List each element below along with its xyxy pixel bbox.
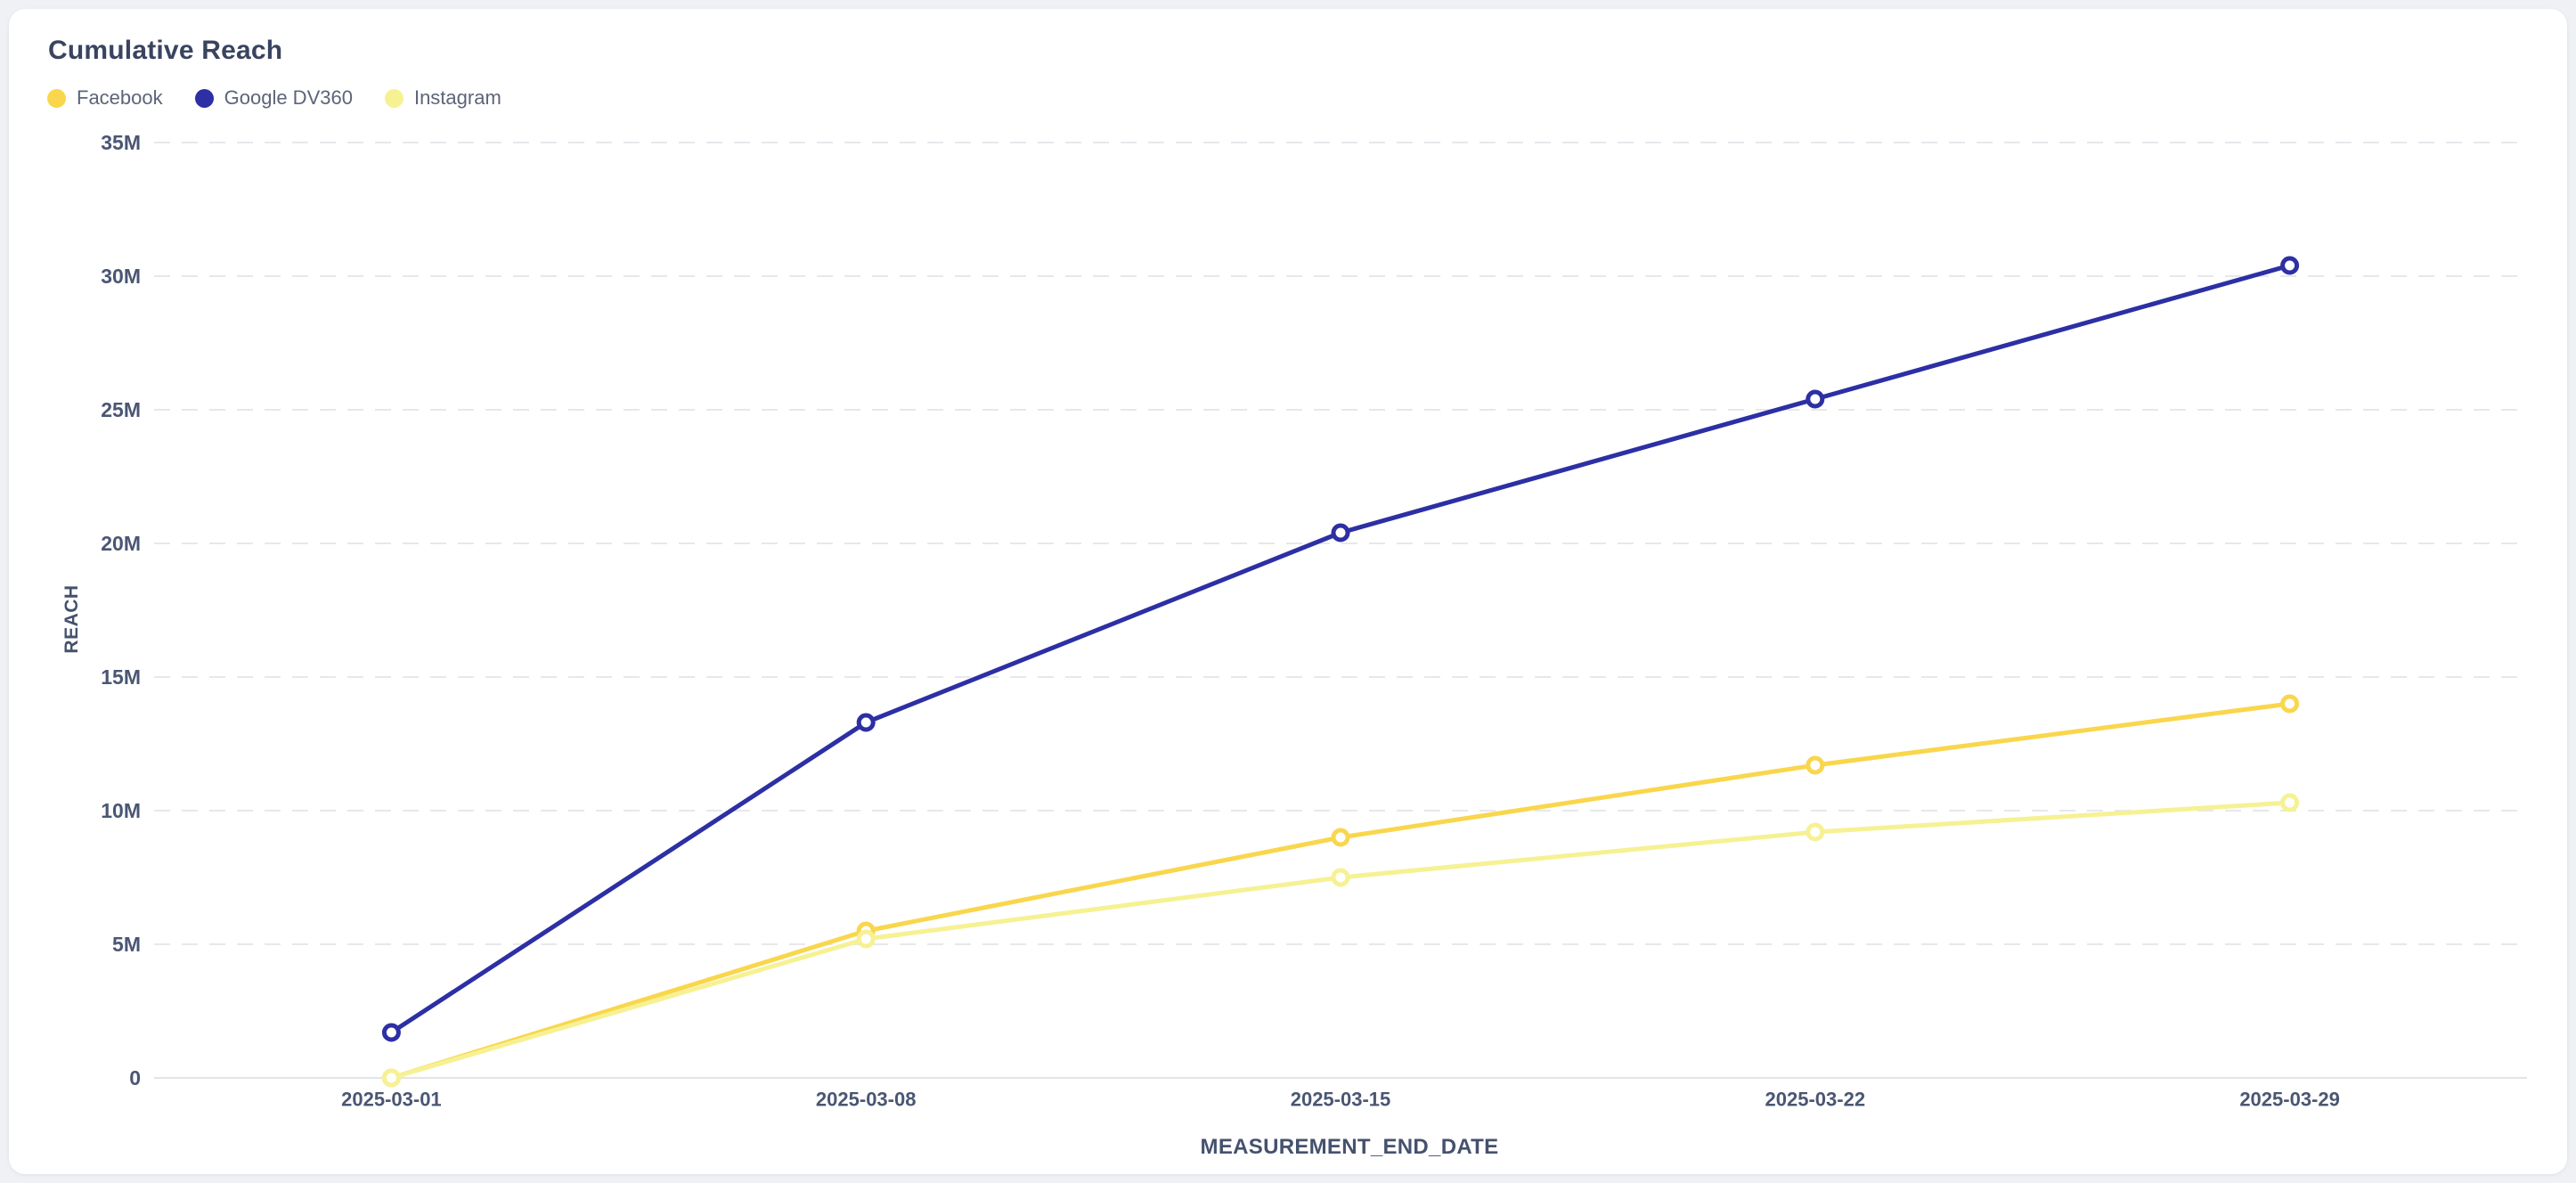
legend-dot-instagram [384,88,404,108]
series-line-google-dv360 [388,263,2293,1035]
legend-dot-facebook [47,88,66,108]
y-tick-label: 20M [101,532,141,555]
legend-item-instagram[interactable]: Instagram [384,86,501,110]
data-point-google-dv360-2025-03-15[interactable] [1331,523,1350,543]
y-tick-label: 30M [101,265,141,288]
x-tick-label: 2025-03-22 [1765,1089,1866,1111]
x-tick-label: 2025-03-15 [1291,1089,1391,1111]
data-point-google-dv360-2025-03-08[interactable] [856,713,876,732]
y-tick-label: 25M [101,398,141,421]
data-point-facebook-2025-03-15[interactable] [1331,828,1350,847]
data-point-google-dv360-2025-03-29[interactable] [2280,256,2300,275]
y-tick-label: 15M [101,665,141,689]
data-point-instagram-2025-03-29[interactable] [2280,793,2300,812]
data-point-google-dv360-2025-03-22[interactable] [1806,389,1825,409]
legend-item-google-dv360[interactable]: Google DV360 [194,86,353,110]
legend-label: Facebook [77,86,163,109]
legend-label: Instagram [413,86,501,109]
y-tick-label: 35M [101,131,141,154]
x-axis-title: MEASUREMENT_END_DATE [1200,1135,1499,1159]
chart-legend: Facebook Google DV360 Instagram [47,86,501,110]
y-tick-label: 10M [101,799,141,822]
series-line-facebook [388,701,2293,1081]
chart-title: Cumulative Reach [48,36,283,65]
data-point-facebook-2025-03-22[interactable] [1806,755,1825,775]
legend-dot-google-dv360 [194,88,214,108]
data-point-instagram-2025-03-08[interactable] [856,929,876,949]
data-point-google-dv360-2025-03-01[interactable] [381,1023,401,1042]
data-point-instagram-2025-03-15[interactable] [1331,868,1350,887]
x-tick-label: 2025-03-01 [341,1089,442,1111]
chart-card: Cumulative Reach Facebook Google DV360 Ins… [9,9,2567,1174]
x-tick-label: 2025-03-08 [816,1089,917,1111]
legend-item-facebook[interactable]: Facebook [47,86,163,110]
y-tick-label: 0 [129,1066,141,1089]
legend-label: Google DV360 [224,86,353,109]
y-tick-label: 5M [112,933,141,956]
x-tick-label: 2025-03-29 [2239,1089,2340,1111]
data-point-instagram-2025-03-22[interactable] [1806,822,1825,842]
data-point-facebook-2025-03-29[interactable] [2280,694,2300,714]
data-point-instagram-2025-03-01[interactable] [381,1068,401,1088]
